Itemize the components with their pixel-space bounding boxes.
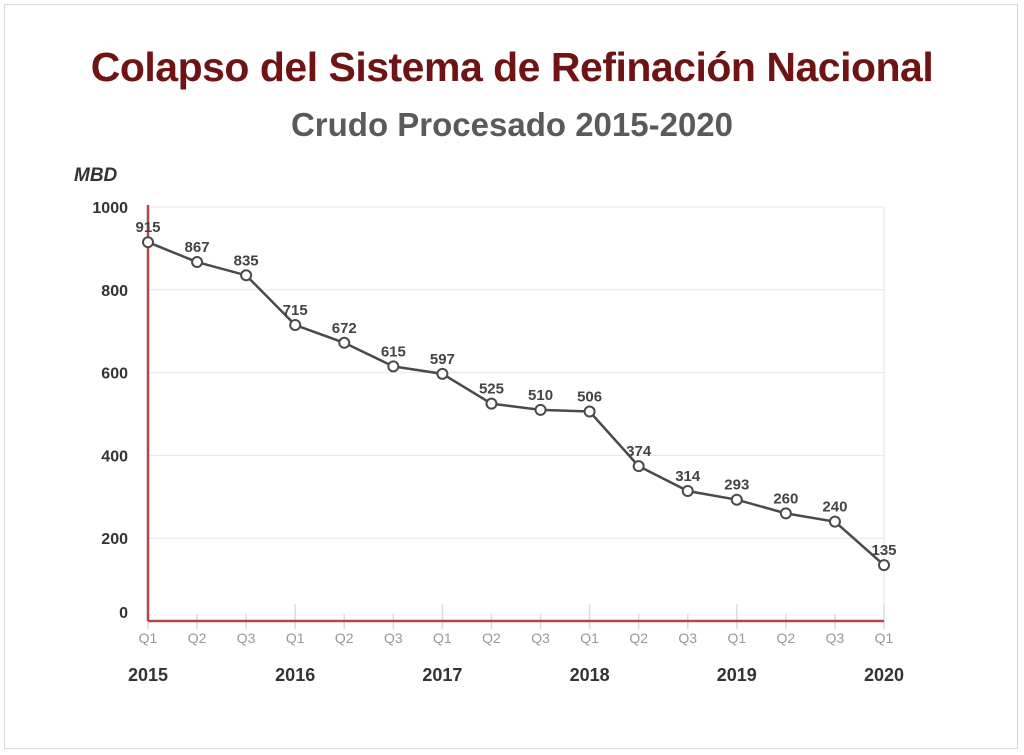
data-label: 260 [773,490,798,507]
data-label: 615 [381,343,406,360]
year-label: 2018 [570,665,610,685]
data-point [878,559,890,572]
data-point [828,515,841,528]
x-tick-label: Q1 [433,630,452,646]
y-tick-label: 200 [101,531,128,548]
y-tick-label: 600 [101,366,128,383]
y-tick-label: 800 [101,283,128,300]
chart-subtitle: Crudo Procesado 2015-2020 [290,106,734,143]
year-label: 2015 [128,665,168,685]
year-label: 2019 [717,665,757,685]
data-label: 867 [185,239,210,256]
x-tick-label: Q3 [678,630,697,646]
data-label: 915 [135,219,160,236]
y-tick-label: 400 [101,448,128,465]
x-tick-label: Q1 [580,630,599,646]
data-point [681,485,694,498]
year-label: 2020 [864,665,904,685]
x-tick-label: Q3 [531,630,550,646]
data-point [730,493,743,506]
chart-title: Colapso del Sistema de Refinación Nacion… [90,44,934,90]
data-label: 672 [332,320,357,337]
data-label: 314 [675,468,701,485]
year-label: 2017 [422,665,462,685]
x-tick-label: Q3 [826,630,845,646]
data-label: 597 [430,351,455,368]
data-point [436,367,449,380]
x-tick-label: Q1 [286,630,305,646]
x-tick-label: Q3 [237,630,256,646]
x-tick-label: Q3 [384,630,403,646]
data-label: 135 [871,542,896,559]
data-label: 240 [822,499,847,516]
x-tick-label: Q1 [139,630,158,646]
data-point [534,403,547,416]
data-label: 835 [234,252,259,269]
data-point [632,460,645,473]
data-label: 506 [577,389,602,406]
y-tick-label: 1000 [92,200,128,217]
data-label: 293 [724,477,749,494]
data-label: 525 [479,381,504,398]
y-tick-label: 0 [119,605,128,622]
data-label: 510 [528,387,553,404]
x-tick-label: Q2 [335,630,354,646]
data-point [289,318,302,331]
y-axis-label: MBD [74,165,118,186]
data-label: 715 [283,302,308,319]
x-tick-label: Q2 [777,630,796,646]
series-line [147,241,885,567]
x-tick-label: Q2 [482,630,501,646]
data-point [191,256,204,269]
chart-frame [4,4,1018,749]
x-tick-label: Q2 [629,630,648,646]
data-point [583,405,596,418]
x-tick-label: Q2 [188,630,207,646]
x-tick-label: Q1 [727,630,746,646]
data-point [240,269,253,282]
year-label: 2016 [275,665,315,685]
data-point [142,236,154,249]
data-point [338,336,351,349]
data-point [779,507,792,520]
x-tick-label: Q1 [875,630,894,646]
data-point [387,360,400,373]
data-label: 374 [626,443,652,460]
data-point [485,397,498,410]
